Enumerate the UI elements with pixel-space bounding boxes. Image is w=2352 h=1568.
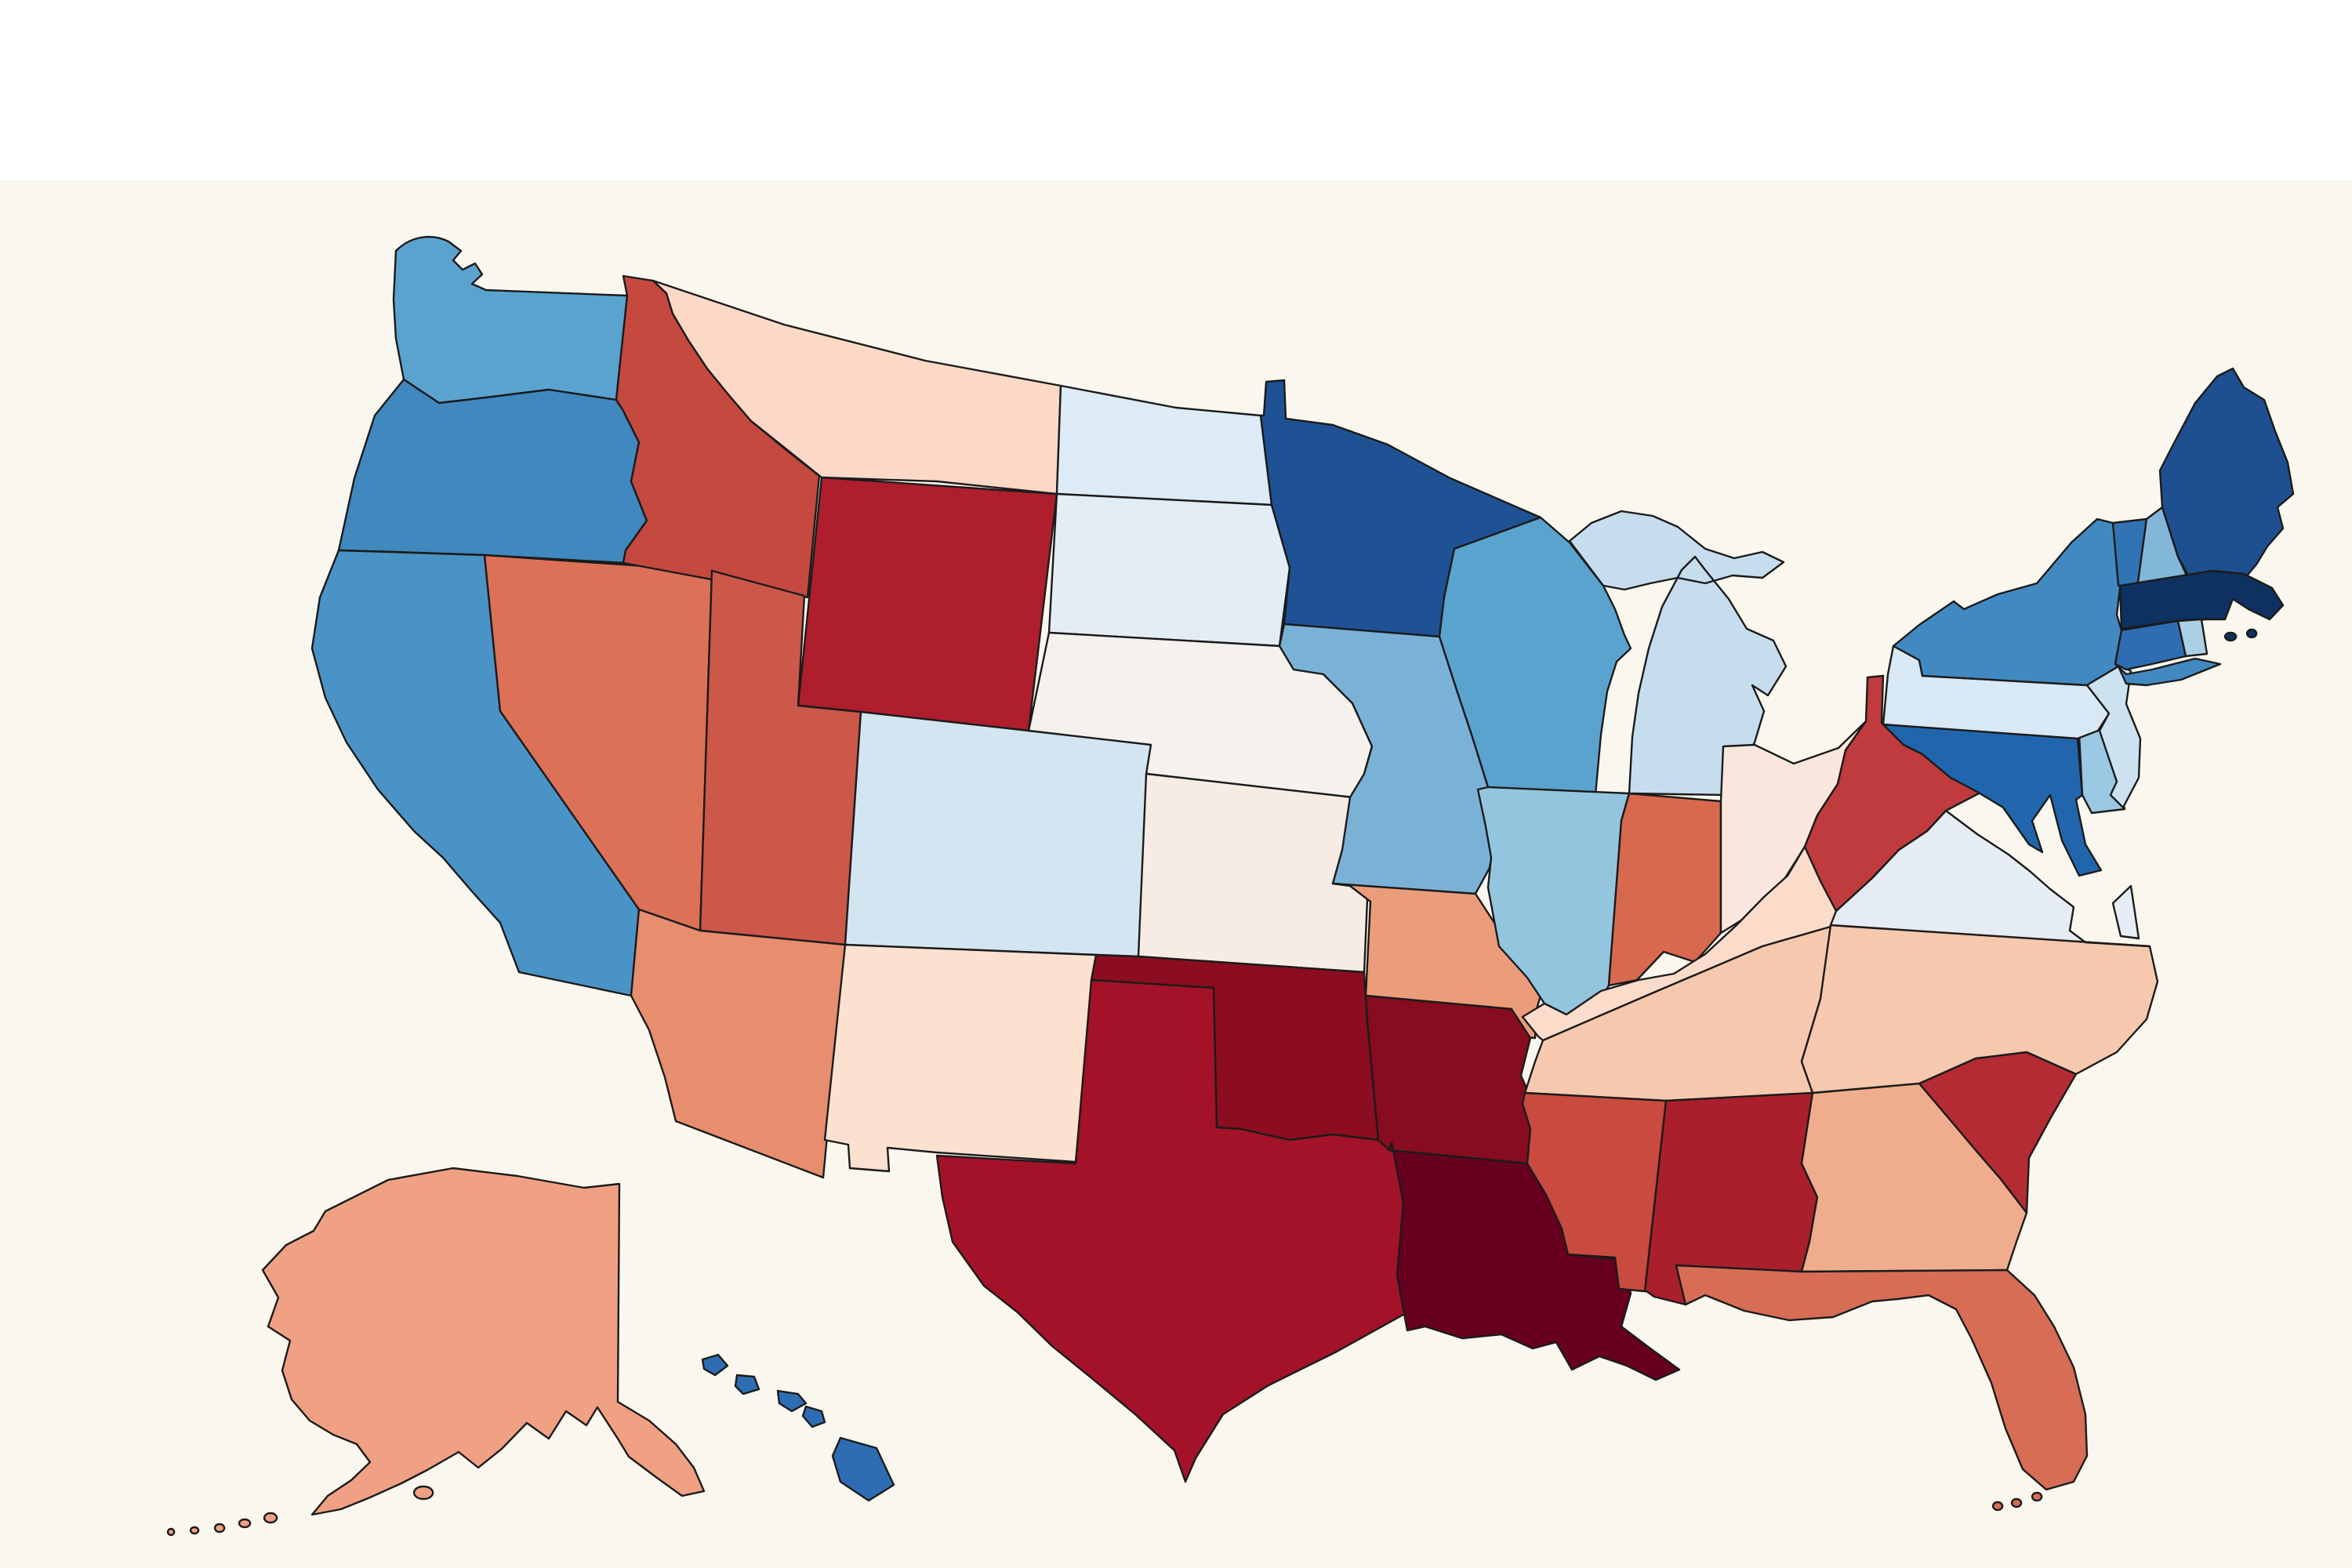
state-michigan[interactable] (1568, 510, 1788, 797)
state-montana[interactable] (652, 279, 1062, 495)
state-new-mexico[interactable] (823, 943, 1098, 1173)
states-layer (166, 236, 2295, 1537)
state-oregon[interactable] (337, 378, 648, 564)
state-south-dakota[interactable] (1047, 492, 1291, 648)
state-arizona[interactable] (630, 908, 847, 1179)
state-hawaii[interactable] (701, 1353, 895, 1502)
state-maryland[interactable] (1882, 723, 2103, 877)
state-colorado[interactable] (844, 710, 1160, 958)
state-wyoming[interactable] (797, 476, 1058, 732)
state-texas[interactable] (935, 978, 1409, 1483)
state-rhode-island[interactable] (2176, 618, 2209, 658)
state-alaska[interactable] (166, 1167, 706, 1537)
state-florida[interactable] (1675, 1264, 2089, 1512)
state-north-carolina[interactable] (1800, 924, 2159, 1094)
state-arkansas[interactable] (1364, 994, 1540, 1165)
